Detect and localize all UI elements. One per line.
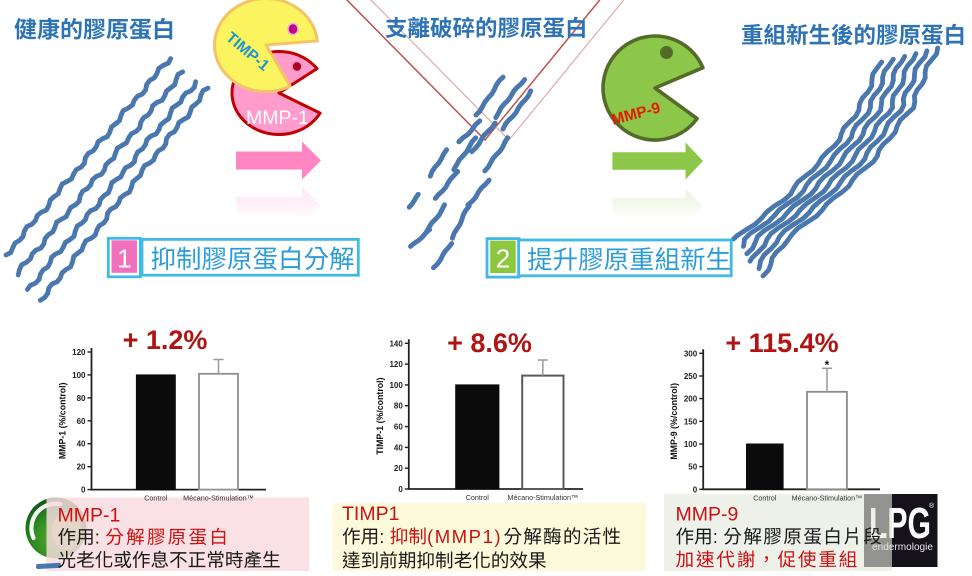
- svg-text:0: 0: [693, 485, 698, 494]
- svg-text:150: 150: [684, 417, 698, 426]
- svg-text:Control: Control: [144, 494, 168, 503]
- svg-text:MMP-1: MMP-1: [246, 107, 309, 129]
- svg-text:140: 140: [389, 339, 403, 348]
- svg-text:+ 8.6%: + 8.6%: [447, 328, 532, 358]
- svg-text:50: 50: [688, 463, 697, 472]
- svg-text:MMP-9 (%/control): MMP-9 (%/control): [669, 383, 679, 460]
- svg-text:20: 20: [77, 463, 86, 472]
- svg-text:120: 120: [72, 348, 86, 357]
- svg-text:+ 115.4%: + 115.4%: [725, 328, 838, 358]
- svg-text:60: 60: [394, 423, 403, 432]
- svg-text:Mécano-Stimulation™: Mécano-Stimulation™: [792, 493, 863, 502]
- svg-text:TIMP1: TIMP1: [342, 503, 399, 525]
- svg-text:40: 40: [394, 443, 403, 452]
- svg-text:Mécano-Stimulation™: Mécano-Stimulation™: [183, 494, 254, 503]
- svg-text:20: 20: [394, 464, 403, 473]
- svg-text:100: 100: [684, 440, 698, 449]
- svg-text:0: 0: [398, 485, 403, 494]
- svg-text:60: 60: [77, 417, 86, 426]
- svg-text::: :: [713, 526, 718, 547]
- svg-text:MMP-1: MMP-1: [58, 505, 121, 527]
- svg-text:MMP-1 (%/control): MMP-1 (%/control): [58, 382, 68, 459]
- svg-text:(MMP1): (MMP1): [427, 526, 502, 547]
- svg-text:250: 250: [684, 372, 698, 381]
- svg-text:80: 80: [77, 394, 86, 403]
- svg-text:MMP-9: MMP-9: [676, 504, 739, 526]
- svg-text:2: 2: [496, 244, 510, 274]
- svg-text:TIMP-1 (%/control): TIMP-1 (%/control): [375, 377, 385, 454]
- svg-text::: :: [379, 526, 384, 547]
- svg-text:120: 120: [389, 360, 403, 369]
- svg-text:1: 1: [117, 243, 131, 273]
- svg-text:100: 100: [72, 371, 86, 380]
- svg-text:Control: Control: [466, 493, 490, 502]
- svg-text:0: 0: [81, 486, 86, 495]
- svg-text:+ 1.2%: + 1.2%: [123, 325, 208, 355]
- svg-text:80: 80: [394, 402, 403, 411]
- svg-text:Mécano-Stimulation™: Mécano-Stimulation™: [508, 493, 579, 502]
- svg-text:*: *: [825, 358, 830, 372]
- svg-text:300: 300: [684, 349, 698, 358]
- svg-text::: :: [95, 527, 100, 548]
- svg-text:40: 40: [77, 440, 86, 449]
- svg-text:Control: Control: [753, 493, 777, 502]
- svg-text:100: 100: [389, 381, 403, 390]
- svg-text:®: ®: [929, 502, 935, 510]
- svg-text:200: 200: [684, 395, 698, 404]
